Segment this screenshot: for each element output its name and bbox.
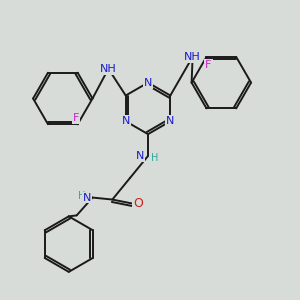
Text: H: H (151, 153, 159, 163)
Text: N: N (144, 78, 152, 88)
Text: N: N (122, 116, 130, 126)
Text: H: H (78, 190, 85, 201)
Text: F: F (205, 60, 212, 70)
Text: N: N (83, 193, 92, 202)
Text: NH: NH (100, 64, 117, 74)
Text: NH: NH (184, 52, 201, 62)
Text: O: O (133, 197, 143, 210)
Text: N: N (136, 151, 144, 161)
Text: N: N (166, 116, 175, 126)
Text: F: F (73, 113, 79, 123)
